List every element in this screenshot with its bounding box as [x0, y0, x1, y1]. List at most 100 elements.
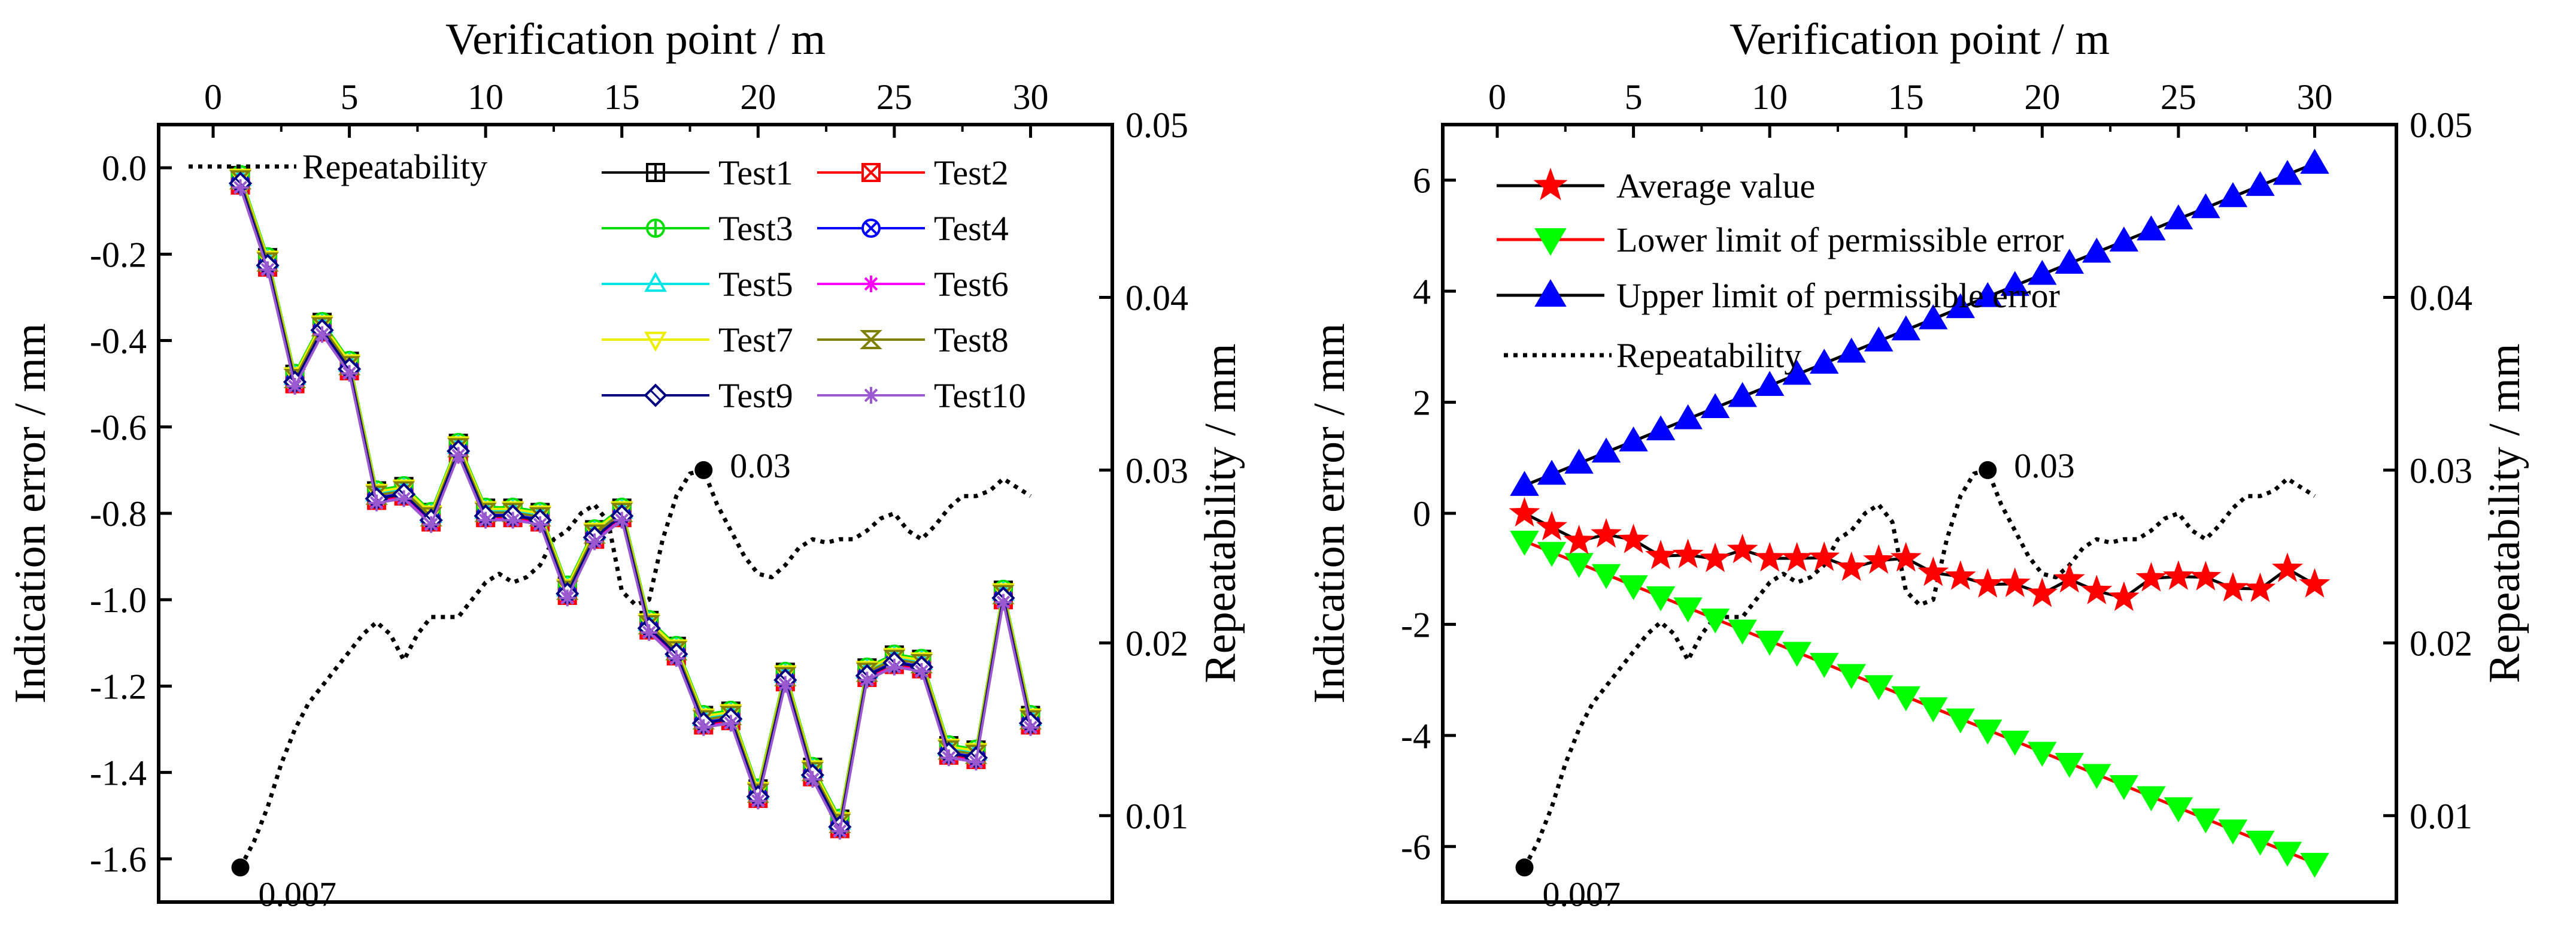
data-point-shape: [1917, 556, 1949, 586]
data-point-shape: [1946, 293, 1976, 319]
legend-swatch-marker: [644, 383, 667, 407]
data-point-ray: [887, 660, 902, 674]
data-point-shape: [1863, 544, 1895, 574]
data-point: [1891, 315, 1920, 341]
legend-label: Lower limit of permissible error: [1616, 220, 2064, 259]
data-point: [1563, 525, 1595, 555]
data-point-shape: [2299, 568, 2331, 598]
data-point-shape: [1946, 708, 1976, 734]
data-point: [1890, 541, 1922, 572]
data-point-shape: [1754, 541, 1786, 572]
y-right-tick-label: 0.02: [2410, 624, 2472, 663]
legend-swatch-marker: [861, 163, 881, 182]
legend-label: Average value: [1616, 167, 1815, 205]
data-point: [804, 771, 821, 788]
data-point: [1755, 371, 1785, 396]
data-point-shape: [1755, 371, 1785, 396]
data-point-shape: [1835, 551, 1867, 581]
y-right-tick-label: 0.03: [1125, 451, 1188, 491]
data-point-shape: [1728, 382, 1757, 407]
data-point-shape: [1645, 540, 1677, 570]
data-point: [1755, 631, 1785, 656]
data-point: [1946, 708, 1976, 734]
data-point: [2135, 562, 2167, 592]
series-test8: [229, 170, 1042, 833]
data-point-shape: [1564, 449, 1594, 474]
y-left-tick-label: -1.0: [90, 580, 147, 620]
data-point-shape: [1564, 553, 1594, 578]
data-point: [2055, 753, 2085, 778]
data-point-shape: [1973, 282, 2002, 307]
annotation-dot: [1515, 858, 1534, 877]
data-point-ray: [642, 625, 656, 640]
legend-label: Test1: [718, 153, 793, 192]
data-point: [341, 365, 358, 382]
data-point-shape: [2000, 271, 2030, 296]
data-point: [613, 512, 630, 529]
data-point-shape: [2244, 572, 2276, 603]
data-point: [1781, 541, 1813, 572]
legend-swatch-marker-shape: [860, 330, 882, 349]
annotation-label: 0.03: [730, 446, 791, 485]
legend-swatch-marker: [646, 219, 665, 238]
series-line: [239, 184, 1032, 833]
data-point-shape: [1919, 697, 1948, 722]
series-line: [239, 175, 1032, 823]
legend-swatch-marker-shape: [1534, 279, 1567, 307]
legend-swatch-marker: [861, 219, 881, 238]
data-point-shape: [1619, 426, 1648, 452]
data-point-shape: [1672, 538, 1704, 568]
legend-swatch-marker-ray: [864, 388, 878, 403]
data-point-shape: [2246, 830, 2275, 856]
data-point: [1591, 518, 1622, 548]
legend-swatch-marker: [863, 276, 879, 292]
data-point: [559, 589, 576, 607]
y-right-axis-title: Repeatability / mm: [1196, 343, 1245, 683]
data-point: [259, 261, 277, 279]
data-point: [1619, 575, 1648, 601]
legend-swatch-marker-shape: [1533, 168, 1568, 201]
data-point-shape: [1999, 567, 2031, 597]
y-right-tick-label: 0.03: [2410, 451, 2472, 491]
legend-label: Test4: [934, 209, 1009, 248]
data-point-shape: [2272, 842, 2302, 867]
data-point-ray: [533, 518, 547, 532]
y-left-axis-title: Indication error / mm: [6, 323, 55, 704]
x-tick-label: 5: [341, 77, 359, 117]
data-point-ray: [860, 673, 874, 687]
data-point-shape: [2246, 171, 2275, 196]
data-point-shape: [1728, 619, 1757, 645]
data-point: [1591, 437, 1621, 463]
data-layer: [1509, 149, 2331, 878]
legend-swatch-marker: [646, 163, 665, 182]
legend-swatch-marker: [1534, 279, 1567, 307]
legend: Average value Lower limit of permissible …: [1497, 167, 2064, 375]
data-point: [2109, 775, 2139, 800]
data-point-shape: [2109, 226, 2139, 252]
data-point: [722, 715, 739, 732]
data-point-shape: [1673, 404, 1703, 429]
x-tick-label: 0: [204, 77, 222, 117]
data-point-ray: [778, 677, 793, 691]
data-point-shape: [2135, 562, 2167, 592]
data-point-shape: [2218, 182, 2248, 207]
data-point-ray: [315, 328, 329, 341]
legend-swatch-marker-cross-b: [861, 163, 881, 182]
y-left-tick-label: 6: [1413, 161, 1431, 201]
data-point: [395, 490, 412, 507]
series-test3: [230, 165, 1040, 828]
y-right-tick-label: 0.04: [1125, 278, 1188, 317]
x-tick-label: 10: [1752, 77, 1788, 117]
series-test1: [230, 166, 1040, 829]
data-point-ray: [669, 651, 684, 665]
legend-label: Test10: [934, 376, 1026, 415]
data-point-ray: [724, 716, 738, 730]
data-point-shape: [2108, 581, 2140, 612]
data-point: [2246, 830, 2275, 856]
data-point: [695, 719, 712, 736]
y-left-tick-label: 2: [1413, 383, 1431, 423]
data-point: [2217, 571, 2249, 602]
data-point-shape: [2191, 193, 2220, 219]
data-point-shape: [2028, 742, 2057, 767]
data-point: [2164, 797, 2193, 822]
